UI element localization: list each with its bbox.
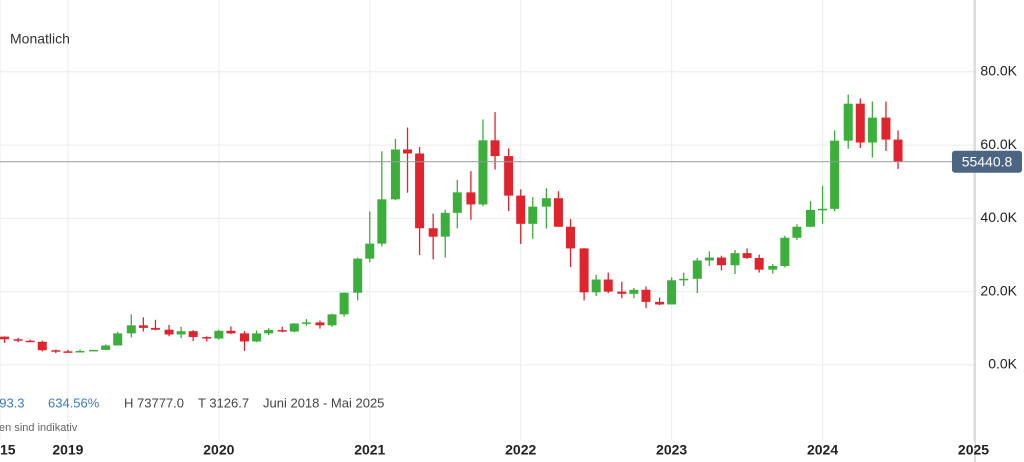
- candle-body: [768, 265, 778, 270]
- x-tick-label: 2019: [52, 442, 83, 458]
- candle-body: [742, 253, 752, 258]
- candle-body: [730, 253, 740, 266]
- y-tick-label: 20.0K: [980, 282, 1017, 298]
- candle-body: [452, 192, 462, 213]
- candle-body: [240, 333, 250, 342]
- candle-body: [0, 336, 10, 340]
- x-tick-label: 2015: [0, 442, 16, 458]
- candle-body: [754, 257, 764, 270]
- last-price-label: 55440.8: [962, 153, 1013, 169]
- candle-body: [226, 330, 236, 334]
- last-price-box: [952, 150, 1022, 173]
- candle-body: [553, 198, 563, 227]
- candle-body: [428, 228, 438, 237]
- candle-body: [289, 323, 299, 332]
- x-tick-label: 2022: [505, 442, 536, 458]
- plot: [0, 0, 976, 462]
- candle-body: [704, 257, 714, 261]
- candle-body: [138, 325, 148, 328]
- candle-body: [390, 149, 400, 200]
- y-tick-label: 60.0K: [980, 136, 1017, 152]
- candle-body: [617, 291, 627, 294]
- candle-body: [579, 248, 589, 293]
- candle-body: [214, 330, 224, 339]
- candle-body: [202, 337, 212, 339]
- interval-label: Monatlich: [10, 31, 70, 47]
- candle-body: [541, 198, 551, 207]
- candle-body: [843, 103, 853, 141]
- candle-body: [315, 322, 325, 326]
- candle-body: [629, 289, 639, 294]
- candle-body: [893, 139, 903, 162]
- candle-body: [403, 149, 413, 154]
- note: ten sind indikativ: [0, 422, 78, 434]
- candle-body: [504, 156, 514, 196]
- candle-body: [126, 325, 136, 334]
- candle-body: [805, 209, 815, 227]
- candle-body: [641, 289, 651, 302]
- y-tick-label: 40.0K: [980, 209, 1017, 225]
- candle-body: [603, 279, 613, 292]
- candle-body: [490, 140, 500, 157]
- candle-body: [792, 226, 802, 238]
- low: T 3126.7: [198, 395, 249, 410]
- candle-body: [466, 192, 476, 205]
- candle-body: [301, 322, 311, 324]
- candle-body: [667, 280, 677, 305]
- candle-body: [655, 301, 665, 305]
- candle-body: [13, 339, 23, 341]
- candle-body: [252, 333, 262, 342]
- candle-body: [716, 257, 726, 266]
- candle-body: [101, 345, 111, 350]
- candle-body: [25, 340, 35, 343]
- candle-body: [478, 140, 488, 205]
- candle-body: [679, 278, 689, 281]
- high: H 73777.0: [124, 395, 184, 410]
- candle-body: [113, 333, 123, 346]
- x-tick-label: 2023: [656, 442, 687, 458]
- candle-body: [830, 140, 840, 209]
- candle-body: [855, 103, 865, 143]
- candle-body: [516, 195, 526, 224]
- candle-body: [377, 199, 387, 244]
- x-tick-label: 2020: [203, 442, 234, 458]
- candle-body: [415, 153, 425, 229]
- candle-body: [365, 243, 375, 259]
- candle-body: [75, 350, 85, 353]
- x-tick-label: 2024: [807, 442, 838, 458]
- y-tick-label: 0.0K: [988, 356, 1017, 372]
- candle-body: [51, 350, 61, 352]
- candle-body: [264, 330, 274, 334]
- candle-body: [37, 341, 47, 351]
- candle-body: [528, 206, 538, 224]
- change-pct: 634.56%: [48, 395, 100, 410]
- change: 893.3: [0, 395, 25, 410]
- candle-body: [818, 208, 828, 211]
- candle-body: [63, 351, 73, 353]
- candle-body: [353, 258, 363, 293]
- y-tick-label: 80.0K: [980, 63, 1017, 79]
- candle-body: [150, 327, 160, 330]
- x-tick-label: 2021: [354, 442, 385, 458]
- candle-body: [780, 237, 790, 266]
- candle-body: [692, 260, 702, 279]
- candle-body: [327, 314, 337, 326]
- candle-body: [591, 279, 601, 293]
- candle-body: [881, 117, 891, 140]
- candle-body: [867, 117, 877, 143]
- candle-body: [164, 329, 174, 335]
- candle-body: [176, 331, 186, 335]
- candle-body: [188, 331, 198, 338]
- x-tick-label: 2025: [958, 442, 989, 458]
- candle-body: [566, 226, 576, 249]
- candle-body: [440, 212, 450, 237]
- candle-body: [339, 292, 349, 315]
- candle-body: [277, 330, 287, 332]
- range: Juni 2018 - Mai 2025: [263, 395, 384, 410]
- candle-body: [89, 349, 99, 352]
